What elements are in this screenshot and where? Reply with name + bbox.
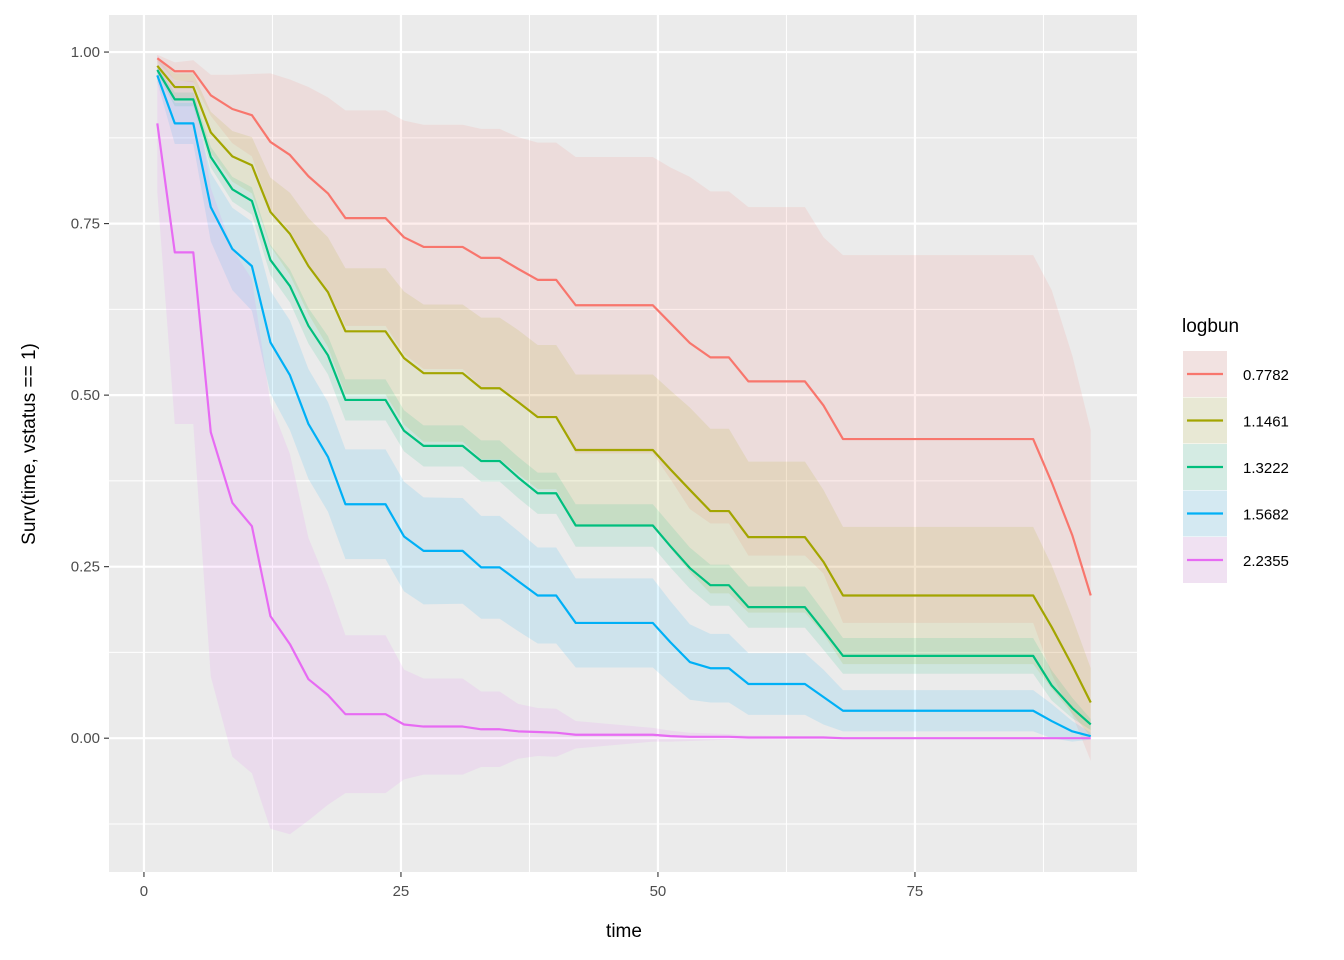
x-tick-label: 50 xyxy=(650,883,667,900)
survival-line-2.2355 xyxy=(156,123,1091,740)
x-tick-label: 0 xyxy=(140,883,148,900)
survival-line-1.1461 xyxy=(156,65,1092,704)
x-axis-title: time xyxy=(606,921,642,942)
legend-label: 1.5682 xyxy=(1243,507,1289,524)
y-axis-title: Surv(time, vstatus == 1) xyxy=(19,343,40,545)
ci-ribbon-1.5682 xyxy=(157,68,1091,742)
survival-lines xyxy=(156,57,1092,740)
y-tick-label: 0.75 xyxy=(71,216,100,233)
y-tick-label: 1.00 xyxy=(71,44,100,61)
x-tick-label: 25 xyxy=(393,883,410,900)
legend-label: 0.7782 xyxy=(1243,367,1289,384)
legend-title: logbun xyxy=(1182,316,1239,337)
survival-line-1.3222 xyxy=(156,69,1092,726)
y-tick-label: 0.50 xyxy=(71,387,100,404)
gridlines xyxy=(109,15,1137,872)
y-tick-label: 0.25 xyxy=(71,559,100,576)
survival-line-1.5682 xyxy=(156,75,1092,738)
survival-line-0.7782 xyxy=(156,57,1092,596)
legend-label: 2.2355 xyxy=(1243,553,1289,570)
panel-background xyxy=(109,15,1137,872)
ci-ribbon-2.2355 xyxy=(157,54,1091,835)
ci-ribbon-1.1461 xyxy=(157,58,1091,737)
y-tick-label: 0.00 xyxy=(71,730,100,747)
ci-ribbon-0.7782 xyxy=(157,54,1091,761)
legend-label: 1.3222 xyxy=(1243,460,1289,477)
axes: 0 25 50 75 0.00 0.25 0.50 0.75 1.00 xyxy=(71,44,923,900)
legend-label: 1.1461 xyxy=(1243,414,1289,431)
legend: logbun 0.7782 1.1461 1.3222 1.5682 2.2355 xyxy=(1182,316,1289,583)
x-tick-label: 75 xyxy=(907,883,924,900)
